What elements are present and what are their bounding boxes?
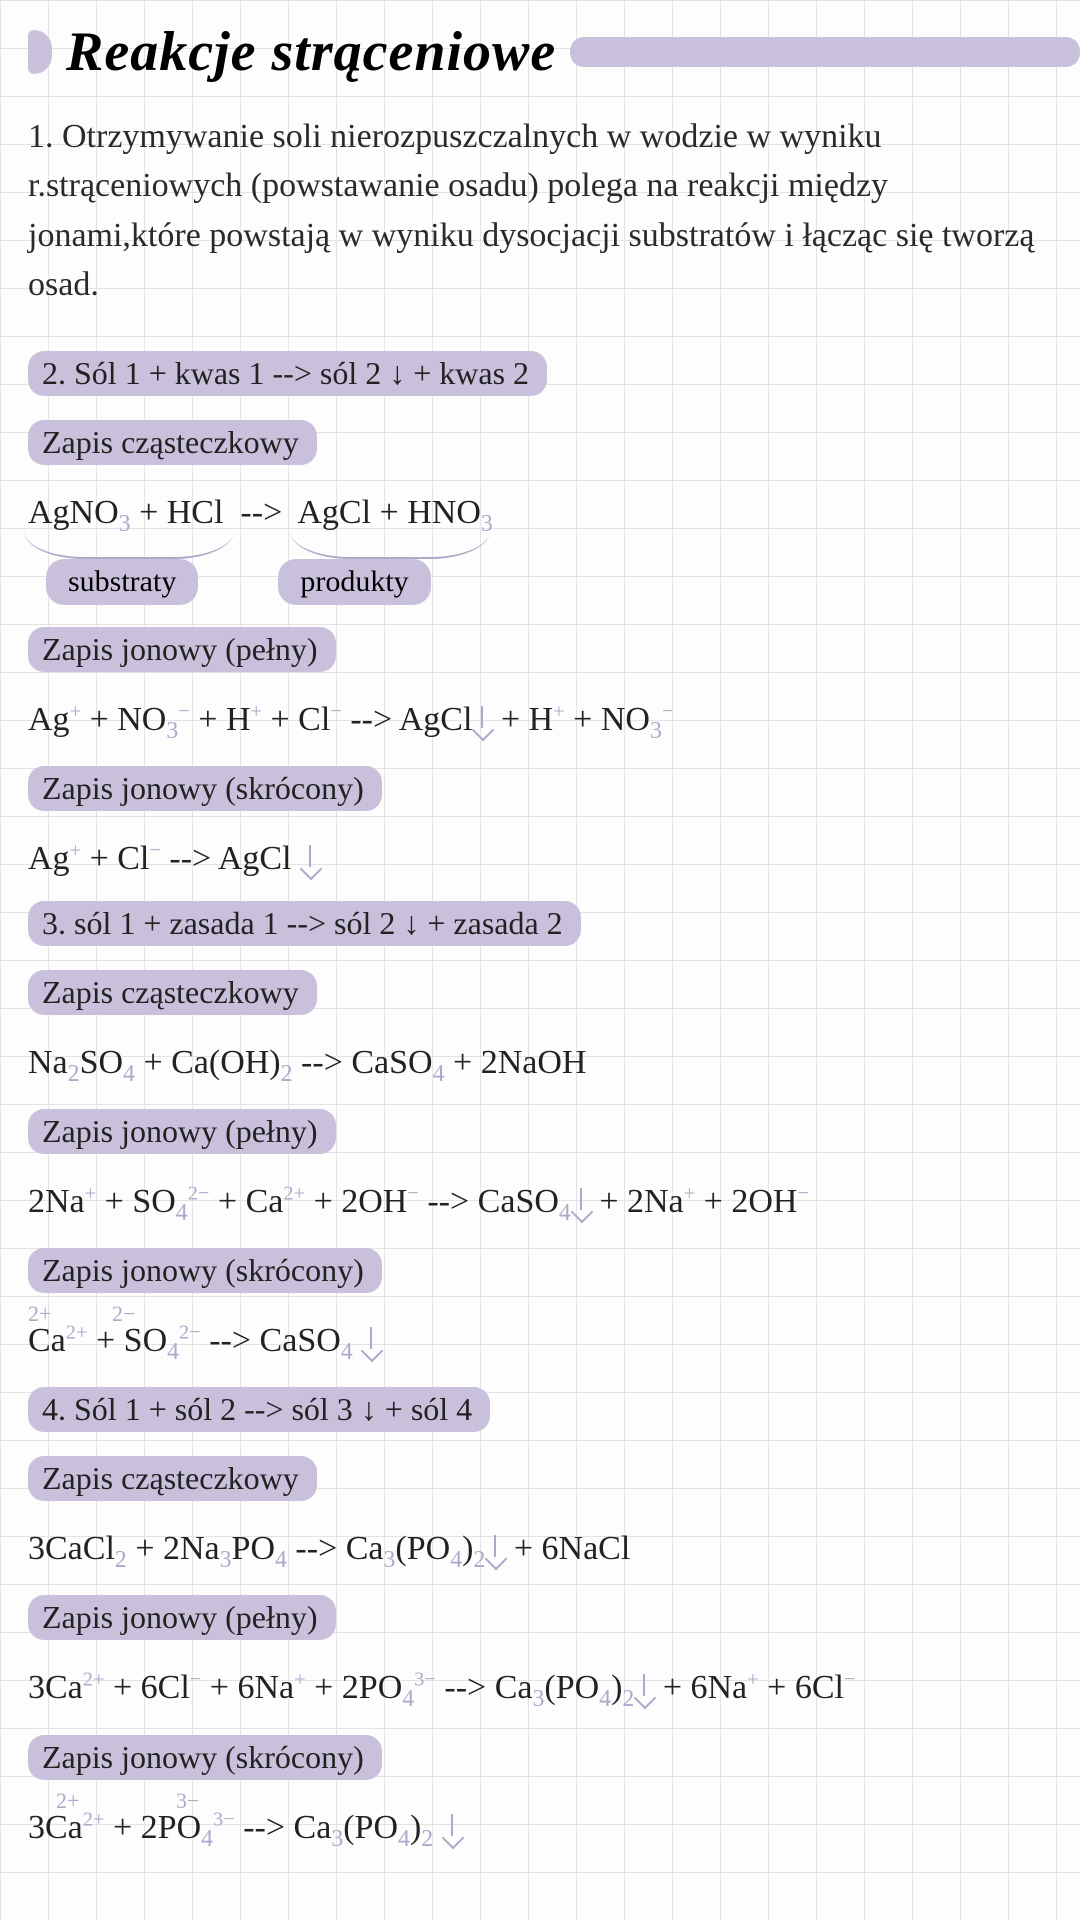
s3-zjp-eq: 2Na+ + SO42− + Ca2+ + 2OH− --> CaSO4 + 2…	[28, 1178, 1060, 1230]
arrow-down-icon	[300, 845, 320, 875]
hl-s3-zjs: Zapis jonowy (skrócony)	[28, 1248, 382, 1293]
s2-zjp-label: Zapis jonowy (pełny)	[28, 627, 1060, 686]
note-content: Reakcje strąceniowe 1. Otrzymywanie soli…	[0, 0, 1080, 1894]
title-bullet	[28, 30, 52, 74]
title-row: Reakcje strąceniowe	[28, 20, 1060, 84]
brace-substraty	[24, 531, 234, 559]
section-4-header: 4. Sól 1 + sól 2 --> sól 3 ↓ + sól 4	[28, 1387, 1060, 1446]
hl-s2-zc: Zapis cząsteczkowy	[28, 420, 317, 465]
arrow-down-icon	[485, 1535, 505, 1565]
hl-s2-header: 2. Sól 1 + kwas 1 --> sól 2 ↓ + kwas 2	[28, 351, 547, 396]
s4-zjp-eq: 3Ca2+ + 6Cl− + 6Na+ + 2PO43− --> Ca3(PO4…	[28, 1664, 1060, 1716]
section-3-header: 3. sól 1 + zasada 1 --> sól 2 ↓ + zasada…	[28, 901, 1060, 960]
hl-s2-zjp: Zapis jonowy (pełny)	[28, 627, 336, 672]
s4-zjs-eq: 2+ 3− 3Ca2+ + 2PO43− --> Ca3(PO4)2	[28, 1804, 1060, 1856]
hl-s4-zjp: Zapis jonowy (pełny)	[28, 1595, 336, 1640]
s3-zjs-label: Zapis jonowy (skrócony)	[28, 1248, 1060, 1307]
s4-zc-eq: 3CaCl2 + 2Na3PO4 --> Ca3(PO4)2 + 6NaCl	[28, 1525, 1060, 1577]
s2-zjs-eq: Ag+ + Cl− --> AgCl	[28, 835, 1060, 883]
hl-s3-header: 3. sól 1 + zasada 1 --> sól 2 ↓ + zasada…	[28, 901, 581, 946]
s3-zjs-eq: 2+ 2− Ca2+ + SO42− --> CaSO4	[28, 1317, 1060, 1369]
brace-produkty	[290, 531, 490, 559]
s2-zc-label: Zapis cząsteczkowy	[28, 420, 1060, 479]
hl-s4-zjs: Zapis jonowy (skrócony)	[28, 1735, 382, 1780]
s3-zc-eq: Na2SO4 + Ca(OH)2 --> CaSO4 + 2NaOH	[28, 1039, 1060, 1091]
arrow-down-icon	[442, 1814, 462, 1844]
s2-pill-row: substraty produkty	[46, 559, 1060, 605]
arrow-down-icon	[571, 1188, 591, 1218]
arrow-down-icon	[634, 1674, 654, 1704]
s2-zjp-eq: Ag+ + NO3− + H+ + Cl− --> AgCl + H+ + NO…	[28, 696, 1060, 748]
hl-s2-zjs: Zapis jonowy (skrócony)	[28, 766, 382, 811]
s2-zjs-label: Zapis jonowy (skrócony)	[28, 766, 1060, 825]
arrow-down-icon	[361, 1327, 381, 1357]
s3-zjp-label: Zapis jonowy (pełny)	[28, 1109, 1060, 1168]
hl-s4-header: 4. Sól 1 + sól 2 --> sól 3 ↓ + sól 4	[28, 1387, 490, 1432]
pill-produkty: produkty	[278, 559, 430, 605]
page-title: Reakcje strąceniowe	[66, 20, 556, 84]
hl-s3-zc: Zapis cząsteczkowy	[28, 970, 317, 1015]
s2-zc-eq: AgNO3 + HCl --> AgCl + HNO3	[28, 489, 1060, 541]
s4-zjp-label: Zapis jonowy (pełny)	[28, 1595, 1060, 1654]
s3-zc-label: Zapis cząsteczkowy	[28, 970, 1060, 1029]
arrow-down-icon	[472, 706, 492, 736]
pill-substraty: substraty	[46, 559, 198, 605]
s4-zc-label: Zapis cząsteczkowy	[28, 1456, 1060, 1515]
hl-s3-zjp: Zapis jonowy (pełny)	[28, 1109, 336, 1154]
hl-s4-zc: Zapis cząsteczkowy	[28, 1456, 317, 1501]
intro-paragraph: 1. Otrzymywanie soli nierozpuszczalnych …	[28, 112, 1060, 309]
section-2-header: 2. Sól 1 + kwas 1 --> sól 2 ↓ + kwas 2	[28, 351, 1060, 410]
title-highlight-bar	[570, 37, 1080, 67]
